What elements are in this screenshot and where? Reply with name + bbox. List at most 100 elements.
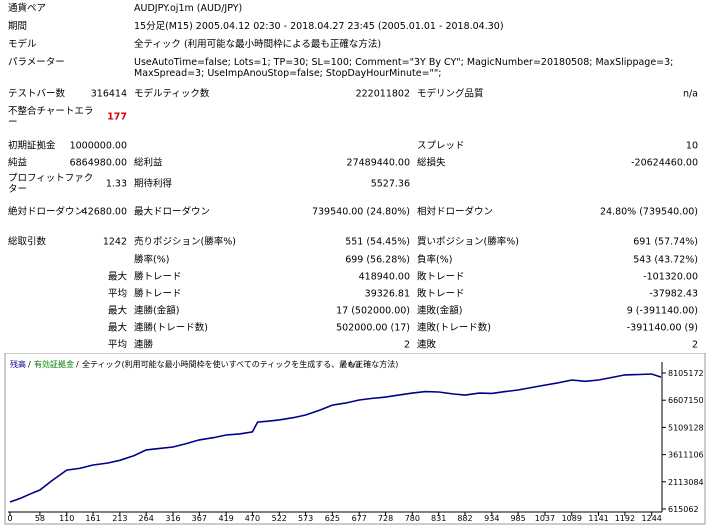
legend-separator: / xyxy=(342,360,345,369)
stat-value: 699 (56.28%) xyxy=(345,254,410,266)
legend-entry: 有効証拠金 xyxy=(34,359,74,369)
stat-value: n/a xyxy=(682,88,698,100)
legend-entry: 残高 xyxy=(10,359,26,369)
stat-value: 平均 xyxy=(107,288,127,300)
stat-label: モデリング品質 xyxy=(417,88,484,100)
stat-label: 総利益 xyxy=(134,157,163,169)
x-tick-label: 831 xyxy=(431,514,446,523)
model-label: 全ティック(利用可能な最小時間枠を使いすべてのティックを生成する、最も正確な方法… xyxy=(82,359,398,369)
x-tick-label: 367 xyxy=(192,514,207,523)
x-tick-label: 882 xyxy=(457,514,472,523)
stat-label: 買いポジション(勝率%) xyxy=(417,236,519,248)
x-tick-label: 934 xyxy=(484,514,499,523)
info-value: UseAutoTime=false; Lots=1; TP=30; SL=100… xyxy=(134,57,674,79)
y-tick-label: 6607150 xyxy=(668,396,704,405)
x-tick-label: 316 xyxy=(165,514,180,523)
info-value: 全ティック (利用可能な最小時間枠による最も正確な方法) xyxy=(134,39,382,50)
y-tick-label: 2113084 xyxy=(668,478,704,487)
stat-value: 2 xyxy=(403,339,410,351)
stat-value: 502000.00 (17) xyxy=(336,322,410,334)
stat-value: 691 (57.74%) xyxy=(633,236,698,248)
stat-value: 2 xyxy=(691,339,698,351)
stat-value: 551 (54.45%) xyxy=(345,236,410,248)
y-tick-label: 8105172 xyxy=(668,369,704,378)
stat-value: 17 (502000.00) xyxy=(336,305,410,317)
stat-value: 739540.00 (24.80%) xyxy=(311,206,410,218)
stat-label: 連勝(金額) xyxy=(134,305,180,317)
stat-value: 9 (-391140.00) xyxy=(626,305,698,317)
x-tick-label: 1192 xyxy=(615,514,635,523)
stat-value: 27489440.00 xyxy=(346,157,410,169)
x-tick-label: 985 xyxy=(510,514,525,523)
x-tick-label: 419 xyxy=(218,514,233,523)
stat-value: 316414 xyxy=(90,88,127,100)
stat-label: 売りポジション(勝率%) xyxy=(134,236,236,248)
x-tick-label: 58 xyxy=(35,514,45,523)
x-tick-label: 677 xyxy=(352,514,367,523)
chart-frame xyxy=(4,353,706,525)
stat-label: 総損失 xyxy=(417,157,446,169)
stat-value: 1000000.00 xyxy=(69,140,127,152)
stat-value: 24.80% (739540.00) xyxy=(599,206,698,218)
stat-label: 初期証拠金 xyxy=(8,140,56,152)
stat-value: 最大 xyxy=(107,271,127,283)
stat-value: 10 xyxy=(685,140,698,152)
stat-label: 勝トレード xyxy=(134,271,182,283)
info-label: 通貨ペア xyxy=(8,3,47,14)
stat-label: プロフィットファクター xyxy=(8,173,94,195)
legend-separator: / xyxy=(76,360,79,369)
stat-value: 177 xyxy=(107,111,127,123)
stat-label: 敗トレード xyxy=(417,271,465,283)
info-label: モデル xyxy=(8,39,37,50)
stat-label: 負率(%) xyxy=(417,254,453,266)
stat-label: 不整合チャートエラー xyxy=(8,106,94,128)
stat-label: 勝トレード xyxy=(134,288,182,300)
quality-label: n/a xyxy=(348,360,361,369)
stat-label: 連勝(トレード数) xyxy=(134,322,208,334)
stat-label: 連敗(金額) xyxy=(417,305,463,317)
stat-label: 期待利得 xyxy=(134,178,173,190)
x-tick-label: 780 xyxy=(405,514,420,523)
info-label: 期間 xyxy=(8,21,28,32)
stat-label: テストバー数 xyxy=(8,88,66,100)
x-tick-label: 1037 xyxy=(535,514,555,523)
stat-value: -391140.00 (9) xyxy=(626,322,698,334)
stat-value: 最大 xyxy=(107,305,127,317)
x-tick-label: 728 xyxy=(378,514,393,523)
stat-label: 連敗 xyxy=(417,339,437,351)
y-tick-label: 3611106 xyxy=(668,451,704,460)
x-tick-label: 110 xyxy=(59,514,74,523)
stat-label: 最大ドローダウン xyxy=(134,206,211,218)
stat-value: 6864980.00 xyxy=(69,157,127,169)
x-tick-label: 1244 xyxy=(642,514,662,523)
stat-label: 相対ドローダウン xyxy=(417,206,494,218)
balance-line xyxy=(9,373,662,503)
y-tick-label: 5109128 xyxy=(668,423,704,432)
stat-label: モデルティック数 xyxy=(134,88,210,100)
stat-label: 純益 xyxy=(8,157,28,169)
stat-label: 連勝 xyxy=(134,339,154,351)
x-tick-label: 522 xyxy=(272,514,287,523)
stat-value: 最大 xyxy=(107,322,127,334)
stat-value: 1242 xyxy=(102,236,127,248)
info-label: パラメーター xyxy=(8,57,65,68)
stat-value: -101320.00 xyxy=(643,271,698,283)
stat-label: スプレッド xyxy=(417,140,465,152)
stat-value: -37982.43 xyxy=(649,288,698,300)
x-tick-label: 1141 xyxy=(588,514,608,523)
x-tick-label: 470 xyxy=(245,514,260,523)
stat-value: 222011802 xyxy=(355,88,410,100)
stat-value: 5527.36 xyxy=(370,178,410,190)
y-tick-label: 615062 xyxy=(668,505,699,514)
stat-label: 勝率(%) xyxy=(134,254,170,266)
stat-value: 1.33 xyxy=(105,178,127,190)
stat-value: 42680.00 xyxy=(81,206,127,218)
stat-value: 39326.81 xyxy=(364,288,410,300)
x-tick-label: 264 xyxy=(139,514,154,523)
x-tick-label: 213 xyxy=(112,514,127,523)
info-value: 15分足(M15) 2005.04.12 02:30 - 2018.04.27 … xyxy=(134,21,504,32)
stat-value: 418940.00 xyxy=(358,271,410,283)
x-tick-label: 0 xyxy=(7,514,12,523)
stat-value: 543 (43.72%) xyxy=(633,254,698,266)
